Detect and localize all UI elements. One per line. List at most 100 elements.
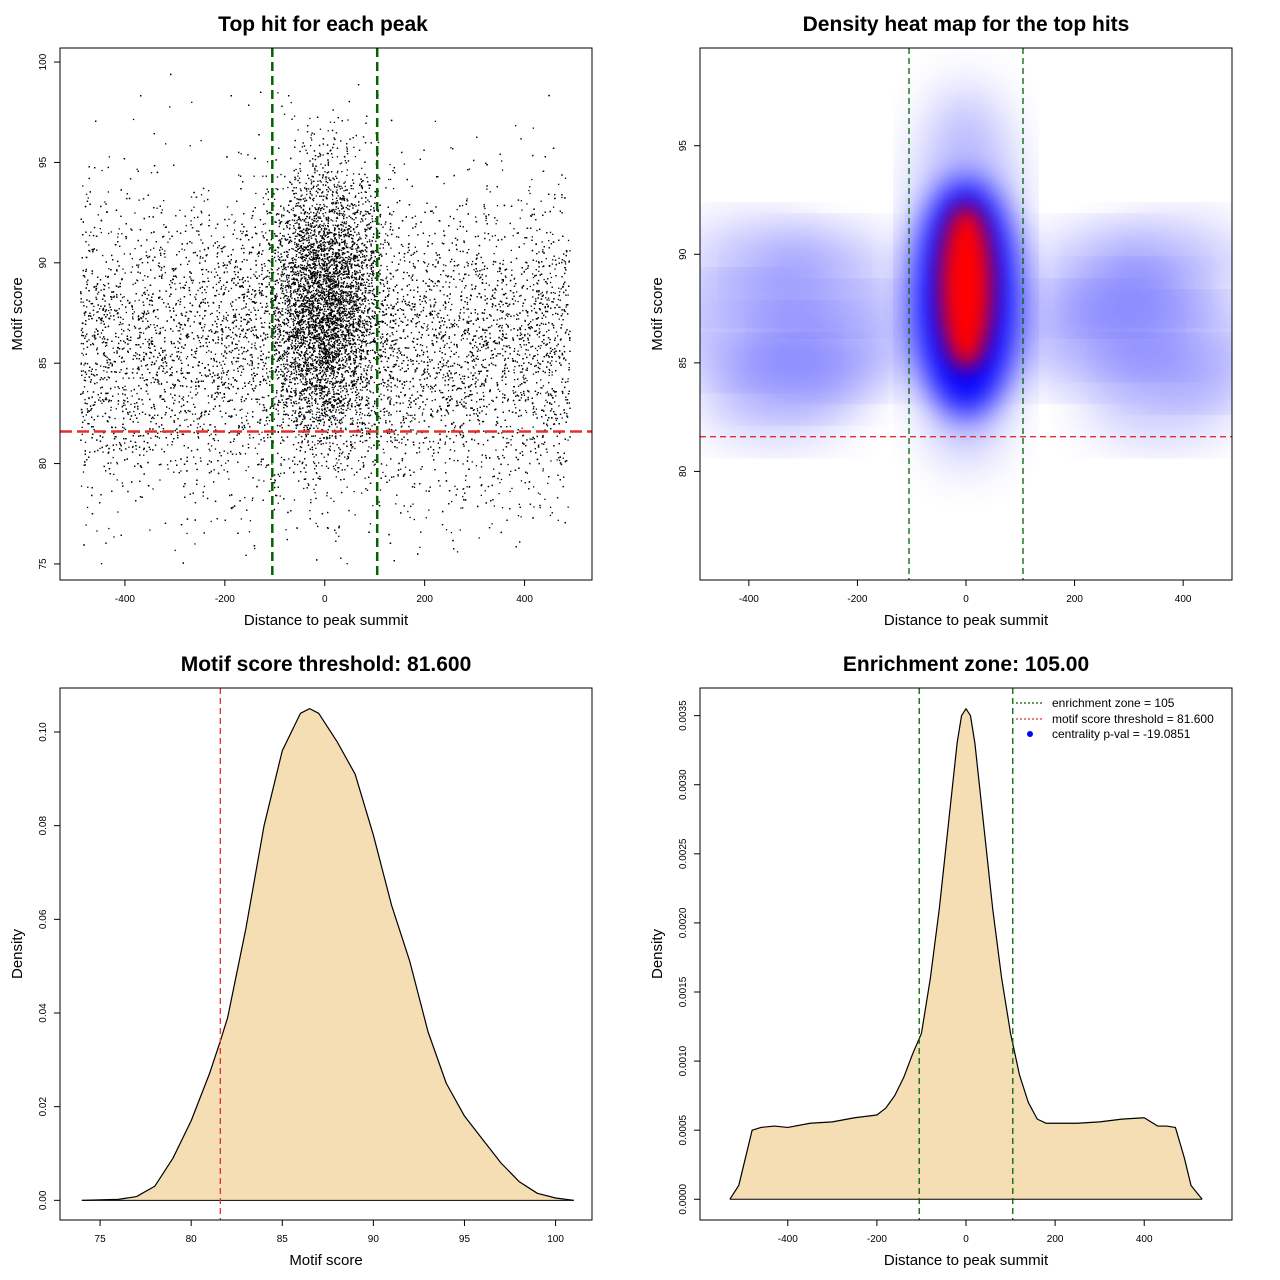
data-point	[545, 258, 547, 260]
data-point	[222, 331, 224, 333]
data-point	[328, 315, 330, 317]
data-point	[447, 396, 450, 398]
data-point	[294, 243, 296, 245]
data-point	[411, 275, 413, 277]
data-point	[408, 347, 410, 349]
data-point	[431, 391, 433, 393]
data-point	[254, 344, 256, 347]
data-point	[277, 255, 279, 257]
data-point	[121, 328, 123, 331]
data-point	[283, 459, 285, 461]
data-point	[502, 330, 504, 332]
data-point	[353, 490, 355, 493]
data-point	[142, 313, 145, 315]
data-point	[210, 433, 212, 435]
data-point	[106, 379, 108, 381]
data-point	[427, 328, 429, 330]
data-point	[558, 183, 560, 185]
data-point	[519, 217, 521, 219]
data-point	[223, 284, 225, 286]
data-point	[517, 300, 519, 303]
data-point	[429, 388, 432, 390]
data-point	[374, 403, 376, 405]
data-point	[433, 385, 436, 387]
data-point	[565, 331, 567, 333]
data-point	[517, 385, 520, 387]
data-point	[177, 299, 179, 302]
data-point	[443, 324, 445, 326]
data-point	[193, 403, 195, 405]
data-point	[555, 360, 557, 363]
data-point	[82, 471, 85, 473]
data-point	[140, 258, 142, 260]
data-point	[466, 308, 468, 310]
data-point	[470, 356, 473, 358]
data-point	[215, 332, 217, 334]
data-point	[234, 220, 236, 222]
data-point	[254, 547, 256, 550]
data-point	[534, 347, 537, 350]
data-point	[280, 472, 282, 475]
data-point	[139, 336, 141, 338]
data-point	[505, 284, 508, 286]
data-point	[97, 214, 99, 216]
data-point	[84, 399, 86, 401]
data-point	[520, 200, 522, 202]
data-point	[514, 348, 516, 350]
data-point	[463, 312, 465, 314]
data-point	[410, 277, 412, 279]
data-point	[544, 405, 546, 407]
data-point	[415, 433, 418, 435]
data-point	[410, 332, 413, 334]
data-point	[547, 297, 550, 299]
data-point	[462, 405, 464, 407]
data-point	[501, 507, 504, 509]
data-point	[555, 419, 557, 421]
data-point	[558, 355, 560, 358]
data-point	[555, 414, 557, 416]
data-point	[167, 444, 169, 446]
data-point	[447, 411, 449, 414]
data-point	[456, 208, 458, 211]
data-point	[241, 232, 243, 235]
data-point	[386, 241, 389, 243]
data-point	[522, 305, 524, 307]
data-point	[536, 349, 538, 352]
data-point	[512, 235, 514, 237]
data-point	[568, 261, 570, 263]
data-point	[223, 469, 225, 471]
data-point	[139, 327, 141, 329]
data-point	[548, 240, 550, 242]
data-point	[352, 308, 354, 311]
data-point	[81, 352, 83, 354]
data-point	[171, 353, 173, 356]
data-point	[552, 233, 554, 235]
data-point	[414, 215, 416, 217]
data-point	[150, 342, 152, 344]
data-point	[199, 425, 201, 428]
data-point	[201, 362, 203, 365]
data-point	[95, 369, 97, 371]
data-point	[477, 348, 479, 350]
data-point	[489, 389, 491, 391]
data-point	[106, 359, 108, 362]
data-point	[230, 351, 232, 354]
data-point	[294, 249, 296, 252]
data-point	[200, 194, 203, 196]
data-point	[407, 510, 409, 513]
data-point	[265, 334, 267, 336]
data-point	[226, 271, 228, 273]
data-point	[480, 461, 483, 463]
data-point	[268, 282, 270, 284]
data-point	[444, 384, 446, 386]
data-point	[108, 364, 110, 366]
data-point	[283, 375, 285, 377]
data-point	[113, 296, 115, 298]
data-point	[435, 337, 438, 339]
data-point	[508, 304, 510, 306]
data-point	[421, 344, 424, 347]
data-point	[143, 355, 145, 358]
data-point	[546, 391, 549, 393]
data-point	[441, 242, 443, 244]
data-point	[362, 441, 364, 443]
